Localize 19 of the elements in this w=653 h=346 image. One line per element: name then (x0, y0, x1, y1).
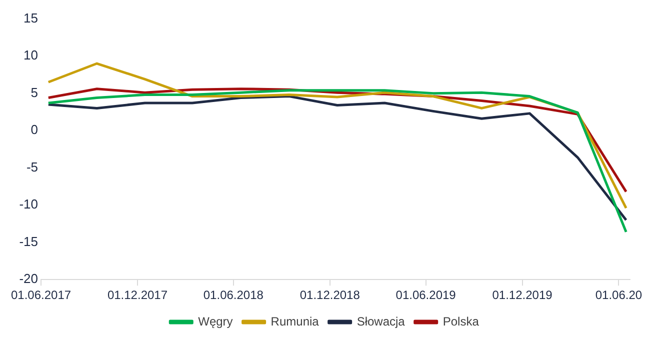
x-tick-label: 01.12.2018 (300, 288, 360, 302)
y-tick-label: 0 (30, 122, 38, 138)
legend-label: Polska (442, 314, 480, 328)
x-tick-label: 01.06.2018 (203, 288, 264, 302)
x-tick-label: 01.12.2019 (492, 288, 553, 302)
x-tick-label: 01.06.2019 (396, 288, 456, 302)
legend-label: Węgry (198, 314, 233, 328)
legend-label: Rumunia (270, 314, 320, 328)
y-tick-label: 5 (30, 84, 38, 100)
y-tick-label: -20 (19, 271, 38, 286)
legend-label: Słowacja (356, 314, 406, 328)
x-tick-label: 01.06.2017 (11, 288, 72, 302)
x-tick-label: 01.12.2017 (107, 288, 168, 302)
y-tick-label: -10 (19, 196, 38, 212)
y-tick-label: 15 (24, 10, 38, 26)
x-tick-label: 01.06.20 (595, 288, 642, 302)
y-tick-label: -15 (19, 234, 38, 249)
y-tick-label: 10 (24, 48, 38, 63)
y-tick-label: -5 (26, 159, 38, 174)
